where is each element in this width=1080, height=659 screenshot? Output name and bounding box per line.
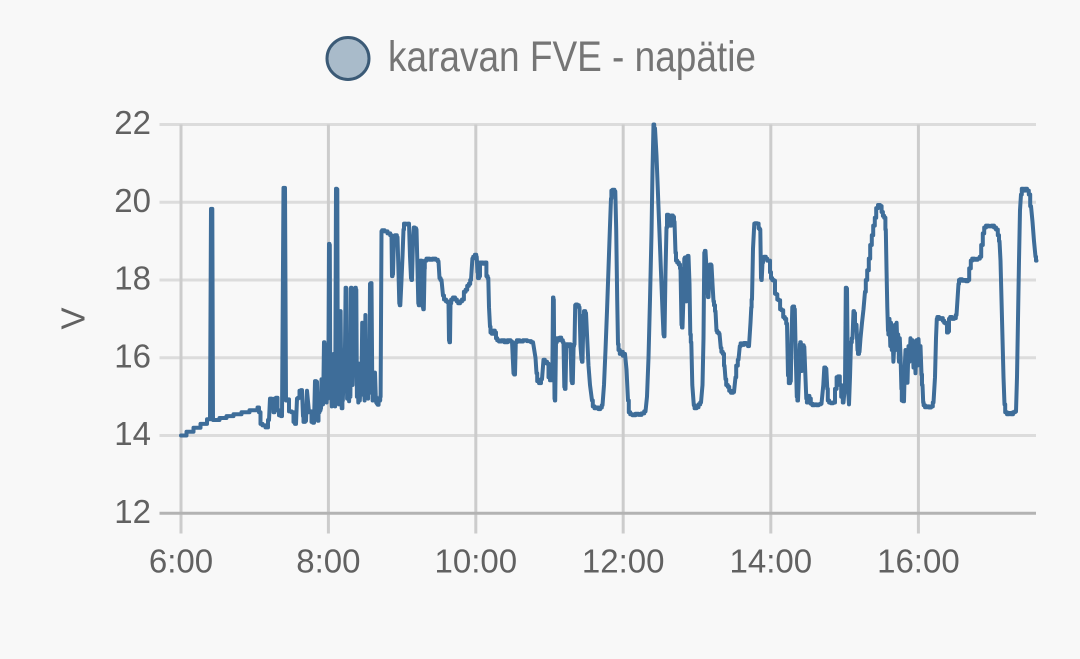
svg-text:6:00: 6:00 [149,543,213,580]
svg-text:12: 12 [114,493,151,530]
svg-text:16: 16 [114,337,151,374]
svg-text:16:00: 16:00 [877,543,960,580]
svg-text:22: 22 [114,104,151,141]
svg-text:karavan FVE - napätie: karavan FVE - napätie [388,33,756,81]
svg-text:8:00: 8:00 [296,543,360,580]
svg-text:10:00: 10:00 [435,543,518,580]
svg-text:18: 18 [114,260,151,297]
svg-text:14:00: 14:00 [730,543,813,580]
svg-text:20: 20 [114,182,151,219]
svg-text:12:00: 12:00 [582,543,665,580]
svg-text:V: V [55,307,92,329]
svg-text:14: 14 [114,415,151,452]
